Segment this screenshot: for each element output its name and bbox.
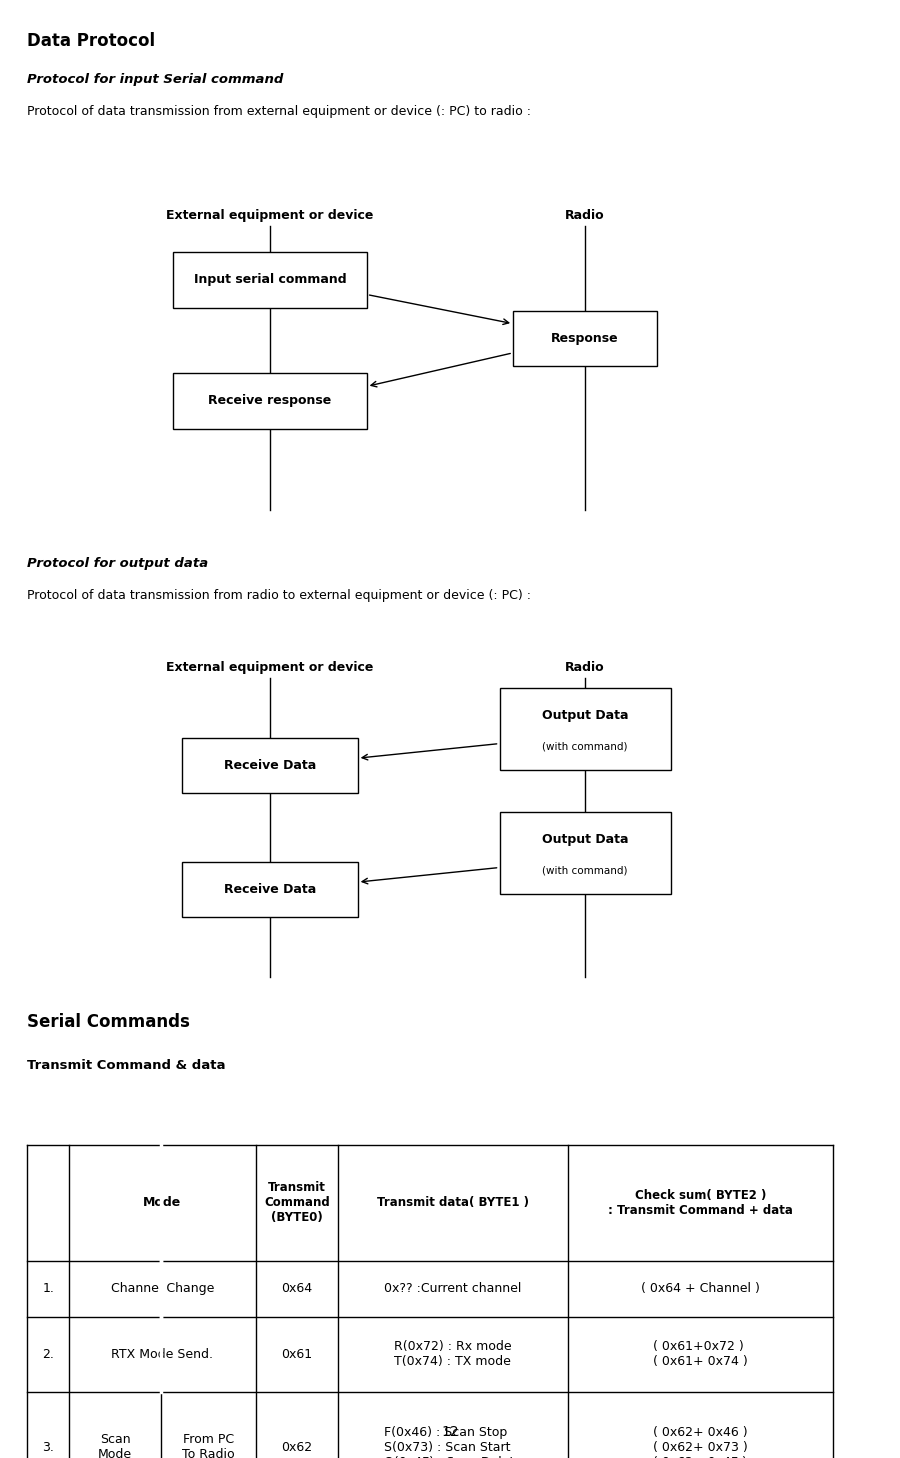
FancyBboxPatch shape — [500, 688, 670, 770]
Text: (with command): (with command) — [542, 866, 628, 875]
Text: External equipment or device: External equipment or device — [166, 208, 374, 222]
Text: Radio: Radio — [565, 208, 605, 222]
Text: Radio: Radio — [565, 660, 605, 674]
Text: 3.: 3. — [42, 1441, 54, 1454]
Text: 0x62: 0x62 — [282, 1441, 312, 1454]
Text: (with command): (with command) — [542, 742, 628, 751]
FancyBboxPatch shape — [500, 812, 670, 894]
Text: Input serial command: Input serial command — [194, 274, 346, 286]
Text: Transmit
Command
(BYTE0): Transmit Command (BYTE0) — [264, 1181, 330, 1225]
Text: Data Protocol: Data Protocol — [27, 32, 155, 50]
FancyBboxPatch shape — [173, 373, 367, 429]
Text: Output Data: Output Data — [542, 834, 628, 846]
Text: Check sum( BYTE2 )
: Transmit Command + data: Check sum( BYTE2 ) : Transmit Command + … — [608, 1188, 793, 1217]
Text: Protocol for output data: Protocol for output data — [27, 557, 208, 570]
Text: Transmit data( BYTE1 ): Transmit data( BYTE1 ) — [377, 1197, 529, 1209]
Text: 0x64: 0x64 — [282, 1283, 312, 1295]
FancyBboxPatch shape — [173, 252, 367, 308]
Text: F(0x46) : Scan Stop
S(0x73) : Scan Start
O(0x4F) : Scan Delete: F(0x46) : Scan Stop S(0x73) : Scan Start… — [384, 1426, 522, 1458]
Text: External equipment or device: External equipment or device — [166, 660, 374, 674]
Text: RTX Mode Send.: RTX Mode Send. — [112, 1349, 213, 1360]
Text: 1.: 1. — [42, 1283, 54, 1295]
Text: Protocol of data transmission from external equipment or device (: PC) to radio : Protocol of data transmission from exter… — [27, 105, 531, 118]
Text: Protocol of data transmission from radio to external equipment or device (: PC) : Protocol of data transmission from radio… — [27, 589, 531, 602]
Text: Mode: Mode — [143, 1197, 182, 1209]
Text: Protocol for input Serial command: Protocol for input Serial command — [27, 73, 284, 86]
FancyBboxPatch shape — [182, 862, 357, 917]
Text: Response: Response — [551, 332, 619, 344]
Text: Receive Data: Receive Data — [224, 760, 316, 771]
Text: Scan
Mode: Scan Mode — [98, 1433, 132, 1458]
Text: 2.: 2. — [42, 1349, 54, 1360]
FancyBboxPatch shape — [182, 738, 357, 793]
Text: ( 0x62+ 0x46 )
( 0x62+ 0x73 )
( 0x62+ 0x4F ): ( 0x62+ 0x46 ) ( 0x62+ 0x73 ) ( 0x62+ 0x… — [653, 1426, 748, 1458]
Text: Output Data: Output Data — [542, 710, 628, 722]
Text: Transmit Command & data: Transmit Command & data — [27, 1059, 226, 1072]
FancyBboxPatch shape — [513, 311, 657, 366]
Text: ( 0x61+0x72 )
( 0x61+ 0x74 ): ( 0x61+0x72 ) ( 0x61+ 0x74 ) — [653, 1340, 748, 1369]
Text: From PC
To Radio: From PC To Radio — [182, 1433, 235, 1458]
Text: ( 0x64 + Channel ): ( 0x64 + Channel ) — [641, 1283, 760, 1295]
Text: Receive Data: Receive Data — [224, 884, 316, 895]
Text: 12: 12 — [441, 1424, 459, 1439]
Text: Receive response: Receive response — [209, 395, 331, 407]
Text: Serial Commands: Serial Commands — [27, 1013, 190, 1031]
Text: R(0x72) : Rx mode
T(0x74) : TX mode: R(0x72) : Rx mode T(0x74) : TX mode — [394, 1340, 512, 1369]
Text: Channel Change: Channel Change — [111, 1283, 214, 1295]
Text: 0x?? :Current channel: 0x?? :Current channel — [384, 1283, 522, 1295]
Text: 0x61: 0x61 — [282, 1349, 312, 1360]
